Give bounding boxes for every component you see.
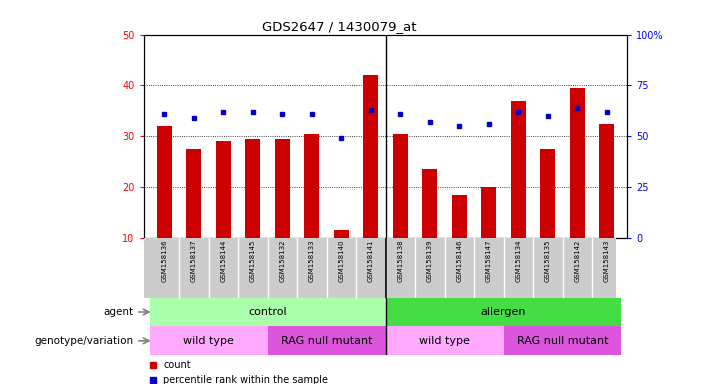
Bar xyxy=(540,149,555,238)
Text: wild type: wild type xyxy=(183,336,234,346)
Text: GSM158137: GSM158137 xyxy=(191,240,197,283)
Text: RAG null mutant: RAG null mutant xyxy=(281,336,372,346)
Text: wild type: wild type xyxy=(419,336,470,346)
Text: GSM158142: GSM158142 xyxy=(574,240,580,282)
Text: GSM158143: GSM158143 xyxy=(604,240,610,282)
Bar xyxy=(334,230,348,238)
Bar xyxy=(245,139,260,238)
Text: GDS2647 / 1430079_at: GDS2647 / 1430079_at xyxy=(262,20,416,33)
Text: GSM158132: GSM158132 xyxy=(279,240,285,282)
Text: GSM158145: GSM158145 xyxy=(250,240,256,282)
Text: GSM158139: GSM158139 xyxy=(427,240,433,283)
Bar xyxy=(452,195,467,238)
Text: GSM158141: GSM158141 xyxy=(368,240,374,282)
Legend: count, percentile rank within the sample: count, percentile rank within the sample xyxy=(149,360,328,384)
Bar xyxy=(482,187,496,238)
Bar xyxy=(216,141,231,238)
Bar xyxy=(157,126,172,238)
Text: GSM158144: GSM158144 xyxy=(220,240,226,282)
Bar xyxy=(599,124,614,238)
Text: GSM158134: GSM158134 xyxy=(515,240,522,282)
Bar xyxy=(386,326,503,355)
Text: GSM158140: GSM158140 xyxy=(339,240,344,282)
Bar xyxy=(503,326,622,355)
Text: allergen: allergen xyxy=(481,307,526,317)
Text: RAG null mutant: RAG null mutant xyxy=(517,336,608,346)
Bar xyxy=(423,169,437,238)
Bar xyxy=(304,134,319,238)
Bar xyxy=(511,101,526,238)
Text: GSM158147: GSM158147 xyxy=(486,240,492,282)
Bar xyxy=(363,75,378,238)
Text: GSM158138: GSM158138 xyxy=(397,240,403,283)
Text: GSM158135: GSM158135 xyxy=(545,240,551,282)
Text: GSM158136: GSM158136 xyxy=(161,240,168,283)
Bar xyxy=(570,88,585,238)
Bar xyxy=(393,134,408,238)
Bar xyxy=(149,326,268,355)
Bar xyxy=(275,139,290,238)
Bar xyxy=(268,326,386,355)
Bar xyxy=(186,149,201,238)
Text: genotype/variation: genotype/variation xyxy=(34,336,133,346)
Text: control: control xyxy=(248,307,287,317)
Bar xyxy=(149,298,386,326)
Text: agent: agent xyxy=(103,307,133,317)
Bar xyxy=(386,298,622,326)
Text: GSM158146: GSM158146 xyxy=(456,240,462,282)
Text: GSM158133: GSM158133 xyxy=(309,240,315,283)
